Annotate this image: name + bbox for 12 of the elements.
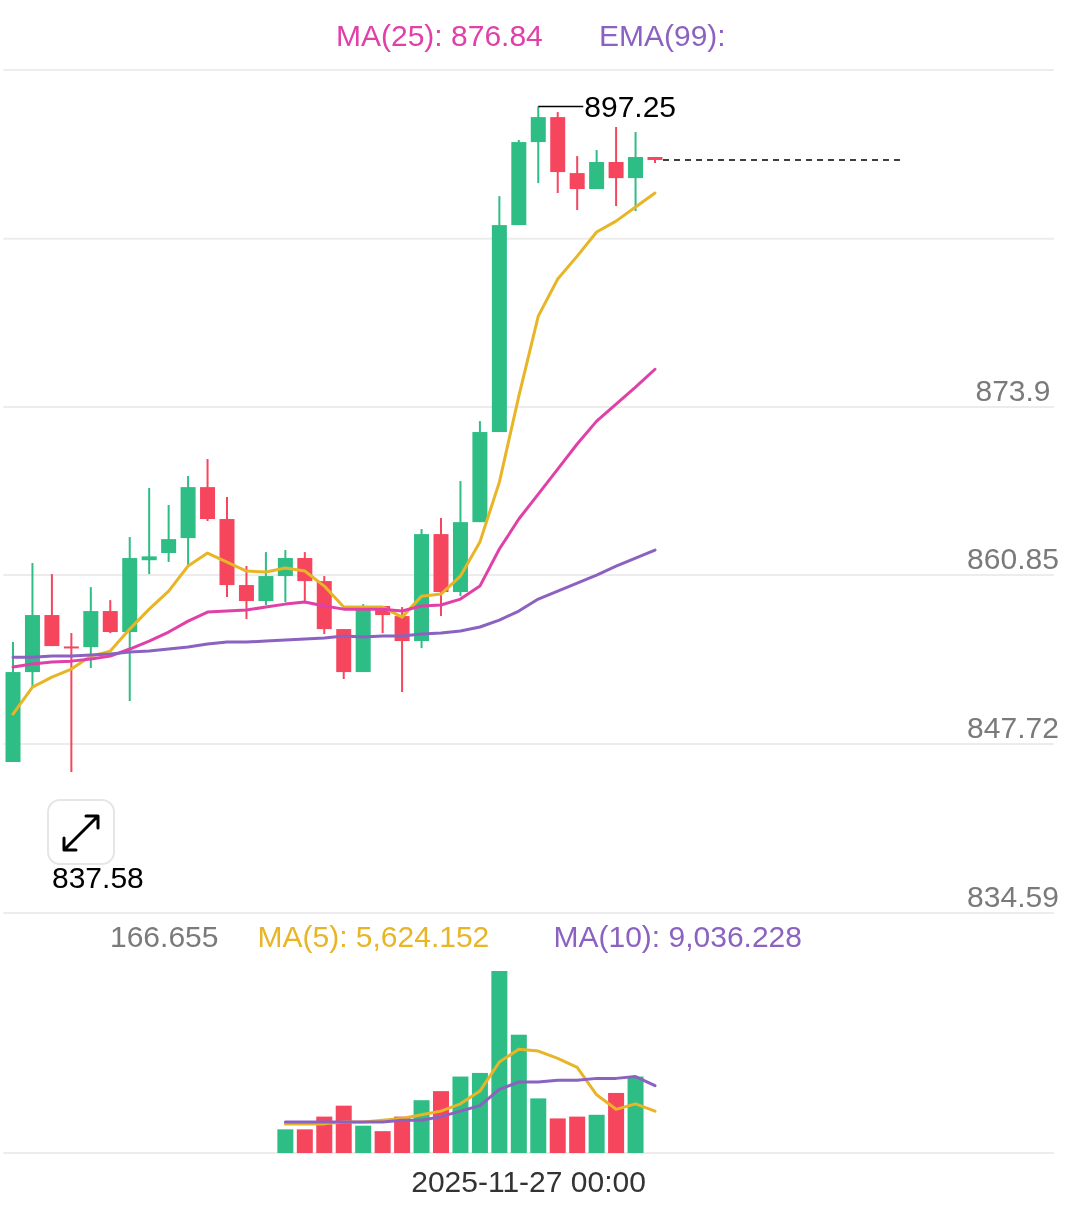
annotation: 837.58 bbox=[52, 861, 144, 894]
x-axis-title: 2025-11-27 00:00 bbox=[411, 1165, 646, 1198]
y-tick-label: 834.59 bbox=[967, 880, 1059, 913]
annotation: 897.25 bbox=[584, 89, 677, 123]
y-tick-label: 847.72 bbox=[967, 711, 1059, 745]
y-tick-label: 873.9 bbox=[975, 374, 1051, 408]
text: EMA(99): bbox=[599, 19, 726, 52]
text: 166.655 bbox=[110, 920, 219, 953]
y-tick-label: 860.85 bbox=[967, 542, 1059, 576]
text: MA(5): 5,624.152 bbox=[257, 920, 490, 953]
text: MA(10): 9,036.228 bbox=[553, 920, 802, 953]
text: MA(25): 876.84 bbox=[336, 19, 543, 52]
